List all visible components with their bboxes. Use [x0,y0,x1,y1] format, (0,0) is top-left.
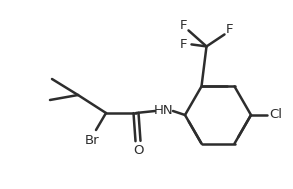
Text: Br: Br [85,135,99,147]
Text: F: F [180,19,187,32]
Text: F: F [180,38,187,51]
Text: HN: HN [154,105,174,118]
Text: O: O [133,145,143,157]
Text: F: F [226,23,233,36]
Text: Cl: Cl [270,108,282,122]
